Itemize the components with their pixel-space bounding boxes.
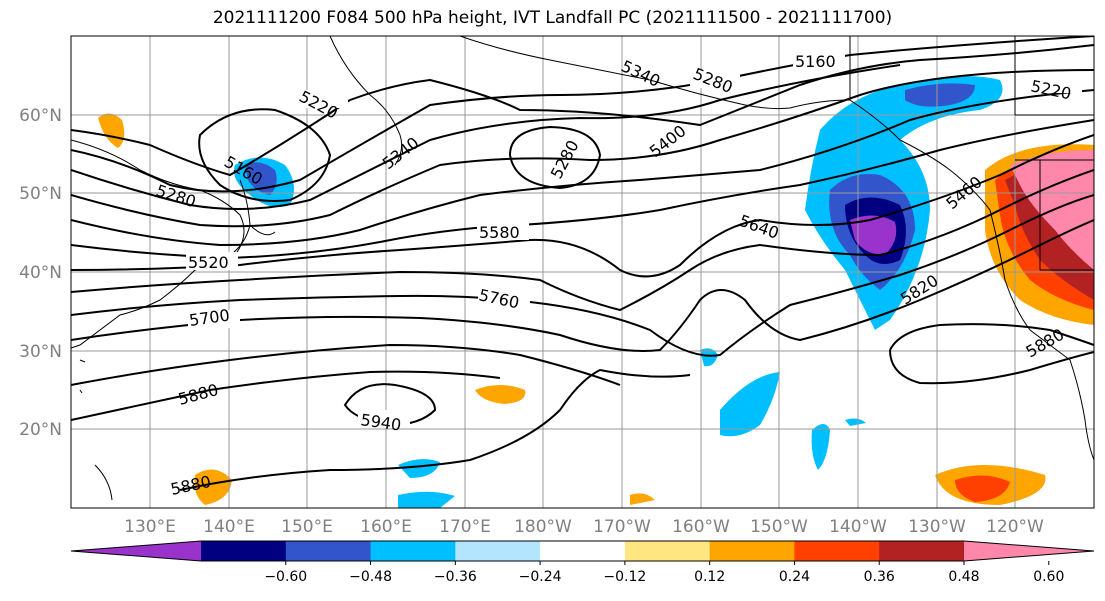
lat-label: 20°N [19,420,62,440]
colorbar-segment [201,541,287,561]
latitude-labels: 60°N 50°N 40°N 30°N 20°N [19,106,62,440]
lat-label: 50°N [19,184,62,204]
colorbar-segment [624,541,711,561]
colorbar: −0.60 −0.48 −0.36 −0.24 −0.12 0.12 0.24 0.36 0.4… [70,540,1095,585]
colorbar-tick-label: −0.12 [603,569,646,585]
lon-label: 170°W [593,517,651,537]
contour-label: 5520 [188,253,229,272]
colorbar-segment [455,541,541,561]
lon-label: 160°W [672,517,730,537]
colorbar-segment [709,541,795,561]
colorbar-segment [540,541,626,561]
colorbar-segment [879,541,965,561]
lon-label: 160°E [360,517,412,537]
lon-label: 120°W [986,517,1044,537]
map-frame [70,35,1095,509]
ivt-small-features [98,113,1046,508]
lat-label: 30°N [19,342,62,362]
colorbar-extend-high [964,541,1094,561]
colorbar-tick-label: 0.36 [864,569,895,585]
longitude-labels: 130°E 140°E 150°E 160°E 170°E 180°W 170°… [124,517,1044,537]
colorbar-tick-label: −0.60 [264,569,307,585]
colorbar-segment [285,541,372,561]
lon-label: 130°W [908,517,966,537]
colorbar-tick-label: 0.24 [779,569,810,585]
contour-label: 5160 [795,52,836,71]
colorbar-extend-low [71,541,201,561]
lon-label: 150°W [750,517,808,537]
lon-label: 140°E [203,517,255,537]
colorbar-segment [370,541,456,561]
plot-title: 2021111200 F084 500 hPa height, IVT Land… [212,8,893,28]
ivt-positive-shading-west-coast [985,144,1094,325]
colorbar-tick-label: −0.24 [519,569,562,585]
lat-label: 60°N [19,106,62,126]
lon-label: 150°E [281,517,333,537]
colorbar-segment [794,541,880,561]
colorbar-tick-label: 0.12 [694,569,725,585]
lon-label: 140°W [829,517,887,537]
height-contours [71,36,1094,491]
colorbar-outline [70,540,1095,562]
colorbar-tick-label: −0.36 [434,569,477,585]
lon-label: 170°E [439,517,491,537]
lon-label: 130°E [124,517,176,537]
lat-label: 40°N [19,263,62,283]
colorbar-tick-label: 0.48 [948,569,979,585]
lon-label: 180°W [514,517,572,537]
contour-label: 5580 [479,223,520,242]
colorbar-tick-label: −0.48 [349,569,392,585]
colorbar-tick-label: 0.60 [1033,569,1064,585]
